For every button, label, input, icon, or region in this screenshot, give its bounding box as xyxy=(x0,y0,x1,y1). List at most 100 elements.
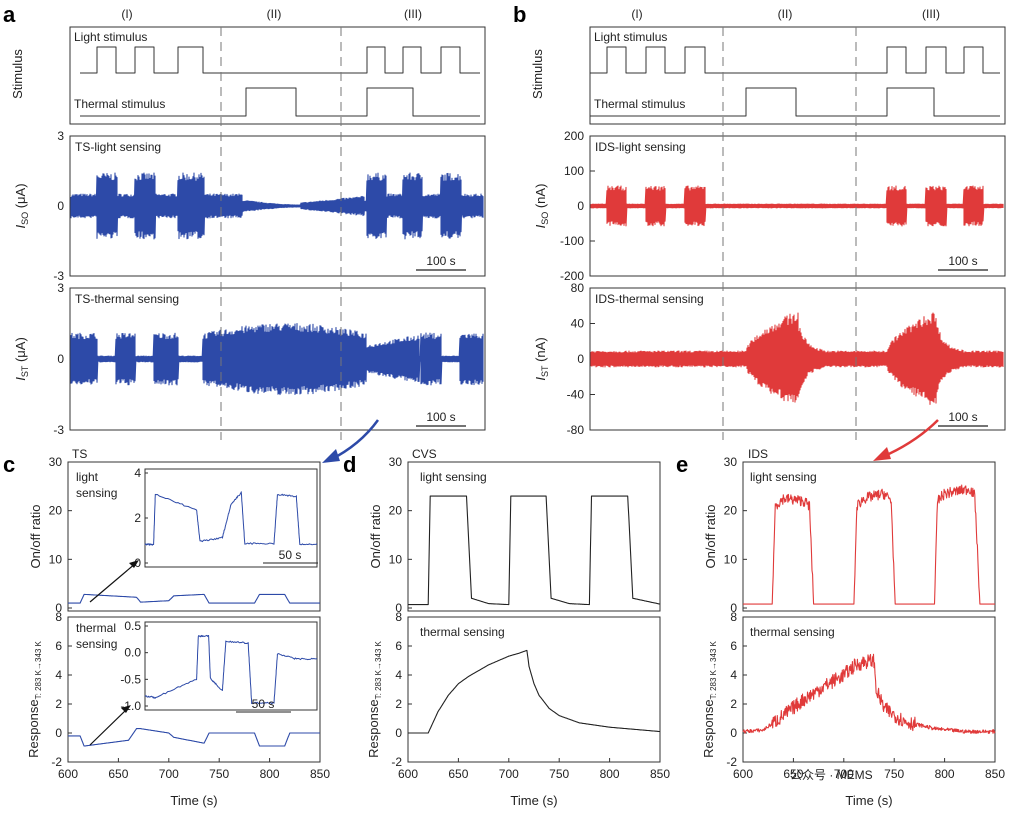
scale-bar-label: 100 s xyxy=(948,410,977,424)
y-tick-label: 80 xyxy=(571,281,585,295)
x-axis-label: Time (s) xyxy=(845,793,892,808)
y-tick-label: 0 xyxy=(134,556,141,570)
c-onoff-frame xyxy=(67,461,321,612)
thermal-stimulus-label: Thermal stimulus xyxy=(74,97,165,111)
y-tick-label: 20 xyxy=(389,504,403,518)
c-light-line xyxy=(67,593,321,604)
x-tick-label: 700 xyxy=(834,767,854,781)
c-thermal-line xyxy=(67,728,321,747)
y-tick-label: 100 xyxy=(564,164,584,178)
x-tick-label: 700 xyxy=(499,767,519,781)
y-tick-label: 4 xyxy=(134,466,141,480)
y-tick-label: 8 xyxy=(730,610,737,624)
x-tick-label: 850 xyxy=(310,767,330,781)
y-tick-label: 0.0 xyxy=(124,646,141,660)
y-tick-label: 0 xyxy=(730,726,737,740)
y-tick-label: 0 xyxy=(57,352,64,366)
so-panel-title: IDS-light sensing xyxy=(595,140,686,154)
y-tick-label: 6 xyxy=(730,639,737,653)
light-stimulus-label: Light stimulus xyxy=(594,30,667,44)
y-tick-label: 6 xyxy=(395,639,402,653)
y-tick-label: 40 xyxy=(571,317,585,331)
stimulus-axis-label: Stimulus xyxy=(530,49,545,99)
scale-bar-label: 100 s xyxy=(948,254,977,268)
panel-label-a: a xyxy=(3,2,16,27)
x-tick-label: 650 xyxy=(108,767,128,781)
region-label: (I) xyxy=(121,7,132,21)
x-axis-label: Time (s) xyxy=(510,793,557,808)
c-thermal-label: sensing xyxy=(76,637,117,651)
x-tick-label: 800 xyxy=(260,767,280,781)
x-tick-label: 750 xyxy=(549,767,569,781)
light-stimulus-trace xyxy=(590,46,1000,74)
y-tick-label: 2 xyxy=(395,697,402,711)
y-tick-label: 0.5 xyxy=(124,619,141,633)
y-tick-label: 3 xyxy=(57,129,64,143)
y-tick-label: 4 xyxy=(395,668,402,682)
scale-bar-label: 100 s xyxy=(426,410,455,424)
y-tick-label: 0 xyxy=(57,199,64,213)
y-tick-label: 8 xyxy=(55,610,62,624)
y-tick-label: 4 xyxy=(730,668,737,682)
panel-label-d: d xyxy=(343,452,356,477)
inset-arrow xyxy=(89,707,129,746)
so-axis-label: ISO (nA) xyxy=(533,184,550,229)
x-tick-label: 600 xyxy=(733,767,753,781)
x-tick-label: 850 xyxy=(985,767,1005,781)
y-tick-label: -2 xyxy=(391,755,402,769)
y-tick-label: 4 xyxy=(55,668,62,682)
y-tick-label: -80 xyxy=(567,423,585,437)
inset-arrow xyxy=(89,562,137,603)
y-tick-label: 2 xyxy=(55,697,62,711)
y-tick-label: 200 xyxy=(564,129,584,143)
thermal-stimulus-trace xyxy=(590,87,1000,117)
y-tick-label: 30 xyxy=(49,455,63,469)
st-signal-trace xyxy=(590,312,1004,405)
e-thermal-label: thermal sensing xyxy=(750,625,835,639)
x-tick-label: 600 xyxy=(58,767,78,781)
inset-scale-label: 50 s xyxy=(252,697,275,711)
d-onoff-frame xyxy=(407,461,661,612)
region-label: (III) xyxy=(404,7,422,21)
region-label: (I) xyxy=(631,7,642,21)
e-light-label: light sensing xyxy=(750,470,817,484)
c-response-frame xyxy=(67,616,321,763)
response-axis-label: ResponseT: 283 K→343 K xyxy=(26,640,43,757)
e-title: IDS xyxy=(748,447,768,461)
y-tick-label: 20 xyxy=(49,504,63,518)
c-light-label: light xyxy=(76,470,99,484)
st-signal-trace xyxy=(70,323,484,396)
arrow-head-e xyxy=(873,447,891,461)
y-tick-label: 20 xyxy=(724,504,738,518)
x-axis-label: Time (s) xyxy=(170,793,217,808)
y-tick-label: -0.5 xyxy=(120,672,141,686)
stimulus-box xyxy=(69,26,486,125)
d-title: CVS xyxy=(412,447,437,461)
inset-arrow-head xyxy=(121,705,131,713)
onoff-axis-label: On/off ratio xyxy=(703,504,718,568)
panel-label-e: e xyxy=(676,452,688,477)
response-axis-label: ResponseT: 283 K→343 K xyxy=(701,640,718,757)
so-axis-label: ISO (μA) xyxy=(13,183,30,228)
c-inset-thermal-trace xyxy=(144,634,318,705)
y-tick-label: 8 xyxy=(395,610,402,624)
so-signal-trace xyxy=(590,185,1004,227)
d-light-line xyxy=(407,495,661,606)
d-response-frame xyxy=(407,616,661,763)
d-thermal-label: thermal sensing xyxy=(420,625,505,639)
inset-scale-label: 50 s xyxy=(279,548,302,562)
x-tick-label: 850 xyxy=(650,767,670,781)
arrow-head-c xyxy=(322,449,340,463)
e-onoff-frame xyxy=(742,461,996,612)
y-tick-label: 6 xyxy=(55,639,62,653)
x-tick-label: 750 xyxy=(209,767,229,781)
y-tick-label: -2 xyxy=(726,755,737,769)
y-tick-label: 0 xyxy=(55,601,62,615)
so-signal-trace xyxy=(70,172,484,240)
stimulus-box xyxy=(589,26,1006,125)
y-tick-label: 30 xyxy=(724,455,738,469)
inset-arrow-head xyxy=(129,560,139,568)
c-title: TS xyxy=(72,447,87,461)
e-light-line xyxy=(742,484,996,605)
